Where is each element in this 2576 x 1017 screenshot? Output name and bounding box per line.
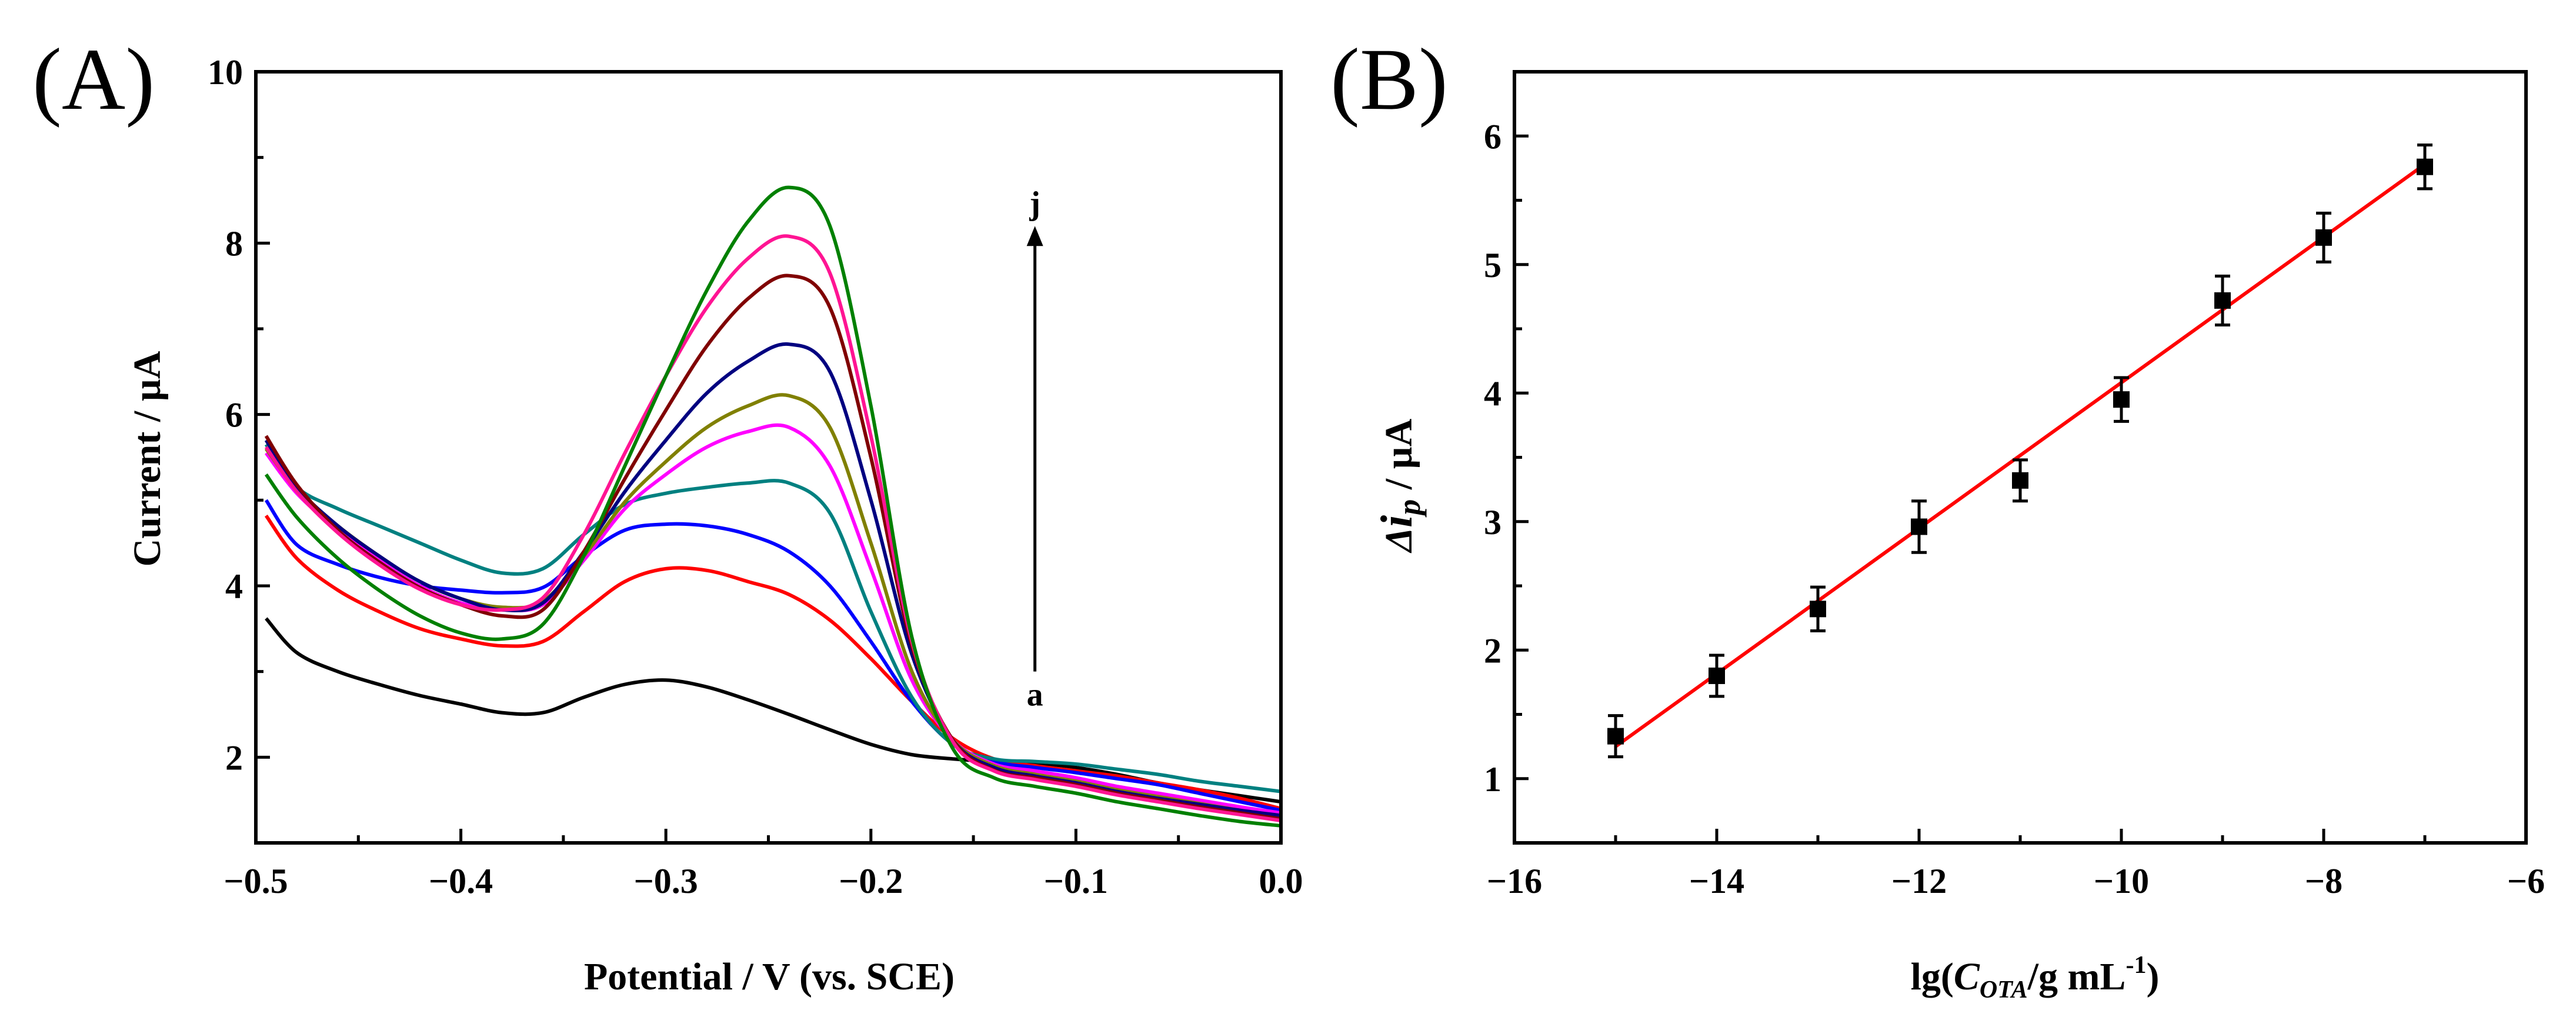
x-tick-label: −0.4: [429, 862, 493, 901]
x-tick-label: −0.2: [839, 862, 903, 901]
y-tick-label: 2: [225, 738, 243, 777]
y-tick-label: 8: [225, 224, 243, 263]
panel-a-annotation: a j: [1026, 185, 1043, 713]
y-title-var: i: [1372, 515, 1422, 528]
data-point: [1607, 728, 1624, 745]
panel-a-plot-area: [264, 185, 1282, 828]
cv-curve-j: [264, 185, 1282, 828]
cv-curve-c: [264, 499, 1282, 812]
panel-a-chart: (A) −0.5 −0.4 −0.3 −0.2 −0.1 0.0 2 4 6 8 10 Potent…: [32, 31, 1303, 998]
x-tick-label: −10: [2094, 862, 2149, 901]
y-tick-label: 1: [1484, 760, 1501, 799]
x-title-prefix: lg(: [1911, 955, 1954, 998]
y-tick-label: 4: [1484, 374, 1501, 413]
panel-b-chart: (B) −16 −14 −12 −10 −8 −6 1 2 3 4 5 6 lg(COTA/g mL-…: [1330, 31, 2545, 1003]
x-title-suffix: ): [2146, 955, 2159, 998]
y-tick-label: 2: [1484, 631, 1501, 670]
panel-a-y-axis-title: Current / µA: [126, 351, 169, 566]
data-point: [2113, 391, 2130, 408]
x-title-var: C: [1954, 955, 1980, 998]
x-tick-label: −12: [1891, 862, 1947, 901]
data-point: [1810, 601, 1826, 618]
x-tick-label: −6: [2507, 862, 2545, 901]
cv-curve-h: [264, 274, 1282, 821]
panel-a-axes: −0.5 −0.4 −0.3 −0.2 −0.1 0.0 2 4 6 8 10: [208, 53, 1303, 901]
data-point: [1911, 518, 1927, 535]
x-title-sup: -1: [2125, 952, 2146, 979]
y-tick-label: 4: [225, 567, 243, 606]
x-tick-label: −14: [1689, 862, 1744, 901]
panel-b-x-axis-title: lg(COTA/g mL-1): [1911, 952, 2160, 1003]
data-point: [2012, 472, 2028, 489]
cv-curve-d: [264, 443, 1282, 793]
panel-a-frame: [254, 70, 1283, 845]
y-title-delta: Δ: [1377, 528, 1420, 553]
y-tick-label: 6: [1484, 117, 1501, 156]
panel-b-y-axis-title: Δip / µA: [1372, 418, 1427, 553]
y-tick-label: 10: [208, 53, 243, 92]
data-point: [2214, 292, 2231, 309]
x-tick-label: −0.3: [634, 862, 698, 901]
annotation-arrow-head: [1026, 226, 1043, 246]
annotation-end-label: j: [1029, 185, 1040, 222]
data-point: [1709, 667, 1725, 684]
panel-b-axes: −16 −14 −12 −10 −8 −6 1 2 3 4 5 6: [1484, 70, 2545, 901]
cv-curve-b: [264, 514, 1282, 811]
y-tick-label: 3: [1484, 503, 1501, 542]
cv-curve-i: [264, 234, 1282, 823]
x-tick-label: −0.1: [1044, 862, 1108, 901]
panel-a-label: (A): [32, 31, 155, 128]
y-title-sub: p: [1392, 499, 1427, 518]
x-tick-label: −0.5: [223, 862, 288, 901]
panel-b-plot-area: [1607, 144, 2433, 759]
cv-curve-a: [265, 617, 1282, 804]
data-point: [2315, 229, 2332, 246]
cv-curve-e: [265, 423, 1282, 815]
y-tick-label: 5: [1484, 246, 1501, 285]
cv-curve-f: [264, 393, 1282, 819]
panel-b-label: (B): [1330, 31, 1448, 128]
x-tick-label: −16: [1487, 862, 1542, 901]
cv-curve-g: [264, 342, 1282, 818]
x-title-unit: /g mL: [2027, 955, 2126, 998]
linear-fit-line: [1614, 162, 2426, 748]
x-tick-label: 0.0: [1259, 862, 1303, 901]
x-tick-label: −8: [2305, 862, 2343, 901]
annotation-start-label: a: [1027, 677, 1043, 713]
y-title-unit: / µA: [1377, 418, 1420, 499]
data-point: [2417, 158, 2433, 175]
y-tick-label: 6: [225, 396, 243, 435]
panel-a-x-axis-title: Potential / V (vs. SCE): [584, 955, 955, 998]
x-title-sub: OTA: [1980, 976, 2028, 1003]
